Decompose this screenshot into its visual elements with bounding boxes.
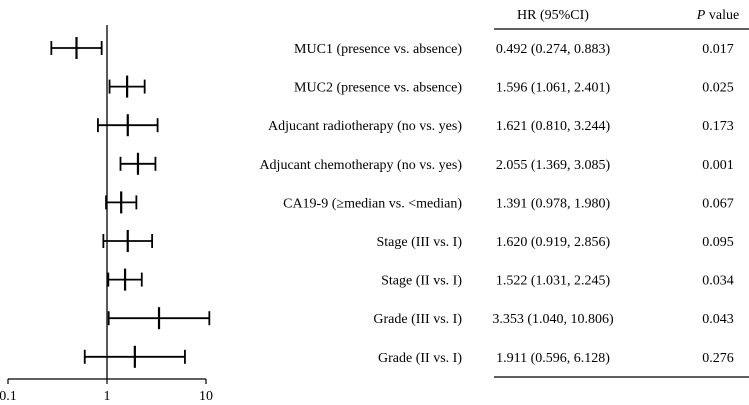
row-label: CA19-9 (≥median vs. <median) [283, 196, 462, 211]
p-header-italic: P [696, 8, 706, 23]
p-value: 0.095 [702, 235, 734, 250]
p-value: 0.001 [702, 158, 734, 173]
row-label: Grade (II vs. I) [378, 351, 462, 366]
row-label: Adjucant radiotherapy (no vs. yes) [268, 119, 462, 134]
x-tick-label: 0.1 [0, 389, 17, 404]
row-label: Stage (III vs. I) [376, 235, 462, 250]
p-value: 0.025 [702, 81, 734, 96]
hr-value: 1.522 (1.031, 2.245) [496, 274, 611, 289]
hr-value: 3.353 (1.040, 10.806) [492, 312, 614, 327]
row-label: Stage (II vs. I) [381, 274, 462, 289]
row-label: MUC1 (presence vs. absence) [294, 42, 462, 57]
row-label: Adjucant chemotherapy (no vs. yes) [259, 158, 462, 173]
p-value: 0.173 [702, 119, 734, 134]
p-header-rest: value [705, 8, 739, 23]
hr-value: 2.055 (1.369, 3.085) [496, 158, 611, 173]
row-label: MUC2 (presence vs. absence) [294, 81, 462, 96]
hr-value: 0.492 (0.274, 0.883) [496, 42, 611, 57]
p-value: 0.034 [702, 274, 734, 289]
p-value: 0.043 [702, 312, 734, 327]
confidence-intervals [50, 37, 211, 368]
hr-value: 1.596 (1.061, 2.401) [496, 81, 611, 96]
p-column-header: P value [696, 8, 739, 23]
row-label: Grade (III vs. I) [373, 312, 462, 327]
p-value: 0.017 [702, 42, 734, 57]
x-axis: 0.1 1 10 [0, 378, 213, 404]
p-value: 0.067 [702, 196, 734, 211]
results-table: HR (95%CI) P value 0.492 (0.274, 0.883) 0.0… [492, 8, 749, 378]
p-value: 0.276 [702, 351, 734, 366]
row-labels: MUC1 (presence vs. absence) MUC2 (presenc… [259, 42, 462, 366]
x-tick-label: 10 [199, 389, 213, 404]
hr-value: 1.621 (0.810, 3.244) [496, 119, 611, 134]
hr-value: 1.620 (0.919, 2.856) [496, 235, 611, 250]
x-tick-label: 1 [104, 389, 111, 404]
hr-value: 1.911 (0.596, 6.128) [496, 351, 610, 366]
hr-value: 1.391 (0.978, 1.980) [496, 196, 611, 211]
hr-column-header: HR (95%CI) [517, 8, 589, 23]
